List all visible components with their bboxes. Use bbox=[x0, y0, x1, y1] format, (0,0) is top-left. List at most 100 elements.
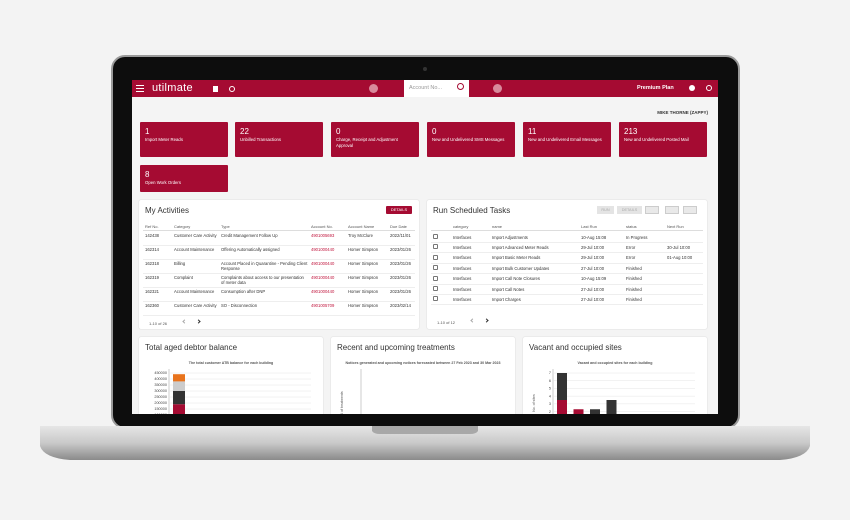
row-line bbox=[143, 259, 415, 260]
task-button[interactable]: RUN bbox=[597, 206, 614, 214]
cell[interactable]: 4901000440 bbox=[311, 275, 335, 280]
cell: Error bbox=[626, 244, 636, 250]
pager-prev[interactable] bbox=[470, 318, 475, 323]
y-tick-label: 2 bbox=[549, 410, 551, 414]
y-tick-label: 150000 bbox=[154, 407, 167, 411]
chart-title: Recent and upcoming treatments bbox=[337, 343, 455, 352]
tile[interactable]: 8 Open Work Orders bbox=[140, 165, 228, 192]
book-icon[interactable] bbox=[213, 86, 218, 92]
row-line bbox=[431, 304, 703, 306]
cell: Import Advanced Meter Reads bbox=[492, 244, 549, 250]
cell: SO - Disconnection bbox=[221, 303, 258, 308]
cell: Homer Simpson bbox=[348, 303, 379, 308]
checkbox[interactable] bbox=[433, 254, 438, 260]
column-header: Ref No. bbox=[145, 224, 159, 229]
y-tick-label: 7 bbox=[549, 371, 551, 375]
cell: Interfaces bbox=[453, 244, 472, 250]
top-bar: utilmate Account No... Premium Plan bbox=[132, 80, 718, 97]
cell[interactable]: 4901000440 bbox=[311, 247, 335, 252]
tile[interactable]: 0 New and Undelivered SMS Messages bbox=[427, 122, 515, 157]
prev-button[interactable] bbox=[369, 84, 378, 93]
column-header: Due Date bbox=[390, 224, 407, 229]
next-button[interactable] bbox=[493, 84, 502, 93]
column-header: name bbox=[492, 224, 503, 229]
cell[interactable]: 4901005709 bbox=[311, 303, 335, 308]
help-icon[interactable] bbox=[689, 85, 695, 91]
row-line bbox=[143, 273, 415, 274]
cell: Finished bbox=[626, 265, 642, 271]
power-icon[interactable] bbox=[706, 85, 712, 91]
icon-button[interactable] bbox=[665, 206, 679, 214]
cell: Interfaces bbox=[453, 296, 472, 302]
user-name: MIKE THORNE (ZAPPY) bbox=[657, 110, 708, 115]
cell: Offering Automatically assigned bbox=[221, 247, 280, 252]
bar-segment bbox=[173, 374, 185, 382]
tile[interactable]: 1 Import Meter Reads bbox=[140, 122, 228, 157]
details-button[interactable]: DETAILS bbox=[386, 206, 412, 214]
checkbox[interactable] bbox=[433, 244, 438, 250]
checkbox[interactable] bbox=[433, 296, 438, 302]
cell: Interfaces bbox=[453, 265, 472, 271]
tile[interactable]: 11 New and Undelivered Email Messages bbox=[523, 122, 611, 157]
chart-title: Total aged debtor balance bbox=[145, 343, 238, 352]
tile[interactable]: 22 Unbilled Transactions bbox=[235, 122, 323, 157]
column-header: Account Name bbox=[348, 224, 375, 229]
cell: Interfaces bbox=[453, 276, 472, 282]
cell: Homer Simpson bbox=[348, 261, 379, 266]
chart-subtitle: Vacant and occupied sites for each build… bbox=[577, 361, 653, 365]
tile[interactable]: 0 Charge, Receipt and Adjustment Approval bbox=[331, 122, 419, 157]
y-tick-label: 350000 bbox=[154, 383, 167, 387]
task-button[interactable]: DETAILS bbox=[617, 206, 642, 214]
pager-next[interactable] bbox=[196, 319, 201, 324]
cell: 162321 bbox=[145, 289, 159, 294]
cell: Consumption after DNP bbox=[221, 289, 266, 294]
cell: Homer Simpson bbox=[348, 247, 379, 252]
tile-label: Charge, Receipt and Adjustment Approval bbox=[336, 137, 398, 148]
chart: 450000 400000 350000 300000 250000 200000 1500… bbox=[154, 369, 311, 414]
cell: Finished bbox=[626, 296, 642, 302]
header-line bbox=[431, 230, 703, 231]
tile-value: 0 bbox=[336, 127, 341, 136]
cell[interactable]: 4901005693 bbox=[311, 233, 335, 238]
cell: Billing bbox=[174, 261, 186, 266]
column-header: status bbox=[626, 224, 637, 229]
bar-segment bbox=[606, 400, 617, 414]
pager-prev[interactable] bbox=[182, 319, 187, 324]
cell: 2023/01/26 bbox=[390, 289, 411, 294]
pager: 1-10 of 26 bbox=[149, 321, 168, 326]
bar-segment bbox=[590, 409, 600, 414]
panel-title: My Activities bbox=[145, 206, 190, 215]
link-icon[interactable] bbox=[229, 86, 235, 92]
cell: Homer Simpson bbox=[348, 275, 379, 280]
cell[interactable]: 4901000440 bbox=[311, 289, 335, 294]
checkbox[interactable] bbox=[433, 265, 438, 271]
cell: 30-Jul 10:00 bbox=[667, 244, 691, 250]
tile-label: New and Undelivered SMS Messages bbox=[432, 137, 505, 142]
y-tick-label: 300000 bbox=[154, 389, 167, 393]
cell: 2023/02/14 bbox=[390, 303, 411, 308]
icon-button[interactable] bbox=[645, 206, 659, 214]
bar-segment bbox=[173, 381, 185, 391]
cell: 162360 bbox=[145, 303, 159, 308]
y-tick-label: 3 bbox=[549, 402, 551, 406]
checkbox[interactable] bbox=[433, 234, 438, 239]
cell: 27-Jul 10:00 bbox=[581, 296, 605, 302]
cell: Credit Management Follow Up bbox=[221, 233, 278, 238]
cell: 142438 bbox=[145, 233, 159, 238]
chart-subtitle: The total customer ATB balance for each … bbox=[188, 361, 274, 365]
search-box[interactable]: Account No... bbox=[404, 80, 469, 97]
checkbox[interactable] bbox=[433, 275, 438, 281]
cell[interactable]: 4901000440 bbox=[311, 261, 335, 266]
cell: Import Call Note Closures bbox=[492, 276, 540, 282]
search-icon[interactable] bbox=[457, 83, 464, 90]
checkbox[interactable] bbox=[433, 286, 438, 291]
row-line bbox=[143, 301, 415, 302]
cell: Interfaces bbox=[453, 255, 472, 261]
y-tick-label: 6 bbox=[549, 379, 551, 383]
tile[interactable]: 213 New and Undelivered Posted Mail bbox=[619, 122, 707, 157]
notch bbox=[372, 426, 478, 434]
menu-icon[interactable] bbox=[136, 85, 144, 92]
bar-segment bbox=[173, 391, 185, 405]
pager-next[interactable] bbox=[484, 318, 489, 323]
icon-button[interactable] bbox=[683, 206, 697, 214]
